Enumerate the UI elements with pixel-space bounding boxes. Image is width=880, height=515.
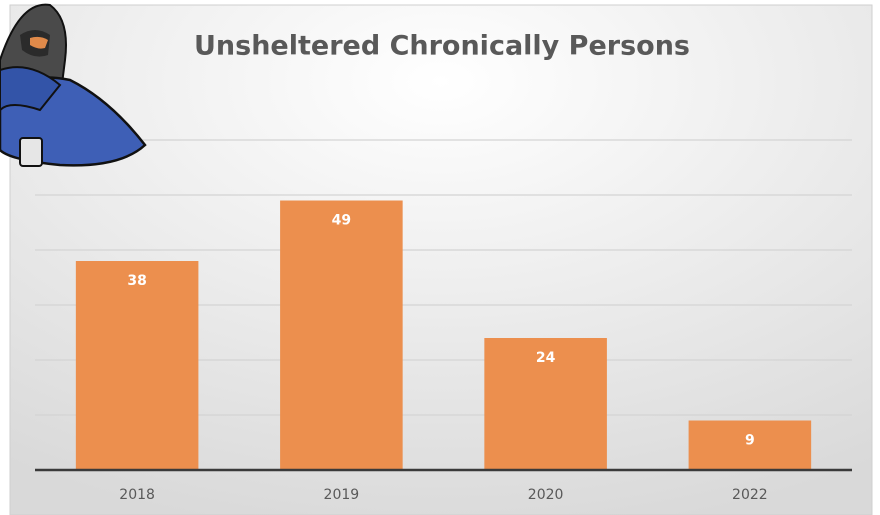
bar [75, 261, 199, 470]
value-label: 49 [332, 213, 351, 229]
bar [280, 200, 403, 470]
value-label: 9 [745, 433, 755, 449]
x-tick-label: 2020 [528, 487, 564, 503]
value-label: 38 [127, 273, 146, 289]
x-tick-label: 2022 [732, 487, 768, 503]
x-tick-label: 2018 [119, 487, 155, 503]
chart-title: Unsheltered Chronically Persons [194, 31, 690, 62]
value-label: 24 [536, 350, 556, 366]
bar [688, 420, 812, 470]
x-tick-label: 2019 [324, 487, 360, 503]
illustration [0, 3, 147, 167]
bar [484, 338, 607, 470]
